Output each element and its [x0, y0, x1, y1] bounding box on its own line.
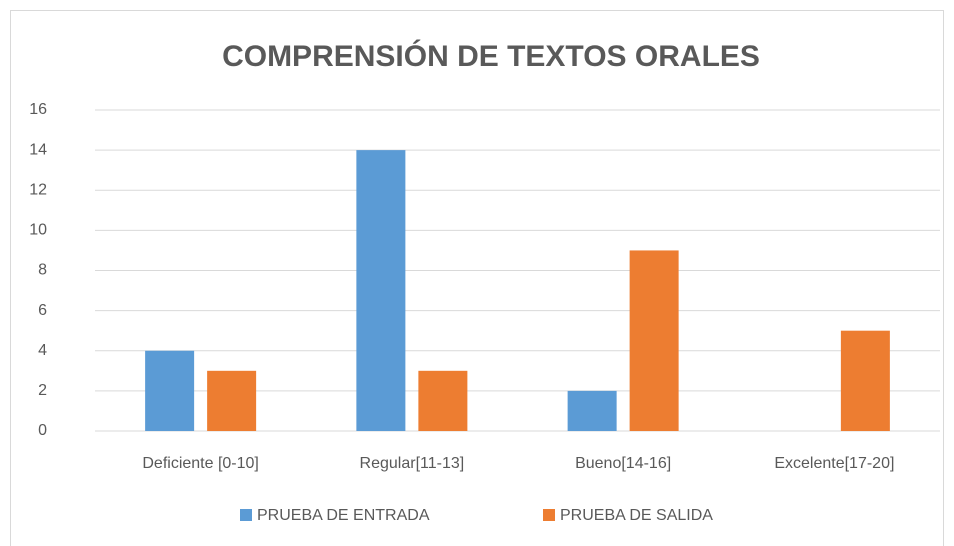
legend-swatch	[543, 509, 555, 521]
legend-swatch	[240, 509, 252, 521]
y-tick-label: 16	[29, 101, 47, 118]
y-tick-label: 6	[38, 302, 47, 319]
bar	[207, 370, 257, 431]
legend-label: PRUEBA DE SALIDA	[560, 507, 713, 524]
y-tick-label: 14	[29, 141, 47, 158]
x-tick-label: Regular[11-13]	[360, 455, 465, 472]
bar	[356, 150, 406, 431]
bar	[629, 250, 679, 431]
legend-label: PRUEBA DE ENTRADA	[257, 507, 430, 524]
bar	[145, 350, 195, 431]
bar	[840, 330, 890, 431]
y-tick-label: 4	[38, 342, 47, 359]
y-tick-label: 2	[38, 382, 47, 399]
x-tick-label: Bueno[14-16]	[575, 455, 671, 472]
x-tick-label: Excelente[17-20]	[774, 455, 894, 472]
bar	[418, 370, 468, 431]
y-tick-label: 12	[29, 181, 47, 198]
chart-frame	[10, 10, 944, 546]
y-tick-label: 0	[38, 422, 47, 439]
bar	[567, 390, 617, 431]
x-tick-label: Deficiente [0-10]	[142, 455, 259, 472]
y-tick-label: 8	[38, 262, 47, 279]
chart-title: COMPRENSIÓN DE TEXTOS ORALES	[222, 39, 760, 73]
y-tick-label: 10	[29, 222, 47, 239]
